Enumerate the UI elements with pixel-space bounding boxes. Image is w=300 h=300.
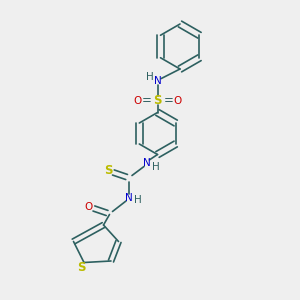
Text: =: =: [142, 94, 151, 107]
Text: H: H: [146, 71, 154, 82]
Text: H: H: [134, 195, 142, 206]
Text: O: O: [173, 95, 181, 106]
Text: N: N: [154, 76, 161, 86]
Text: S: S: [104, 164, 112, 178]
Text: S: S: [77, 261, 86, 274]
Text: N: N: [125, 193, 133, 203]
Text: H: H: [152, 161, 160, 172]
Text: S: S: [153, 94, 162, 107]
Text: N: N: [143, 158, 151, 169]
Text: =: =: [164, 94, 173, 107]
Text: O: O: [84, 202, 93, 212]
Text: O: O: [134, 95, 142, 106]
